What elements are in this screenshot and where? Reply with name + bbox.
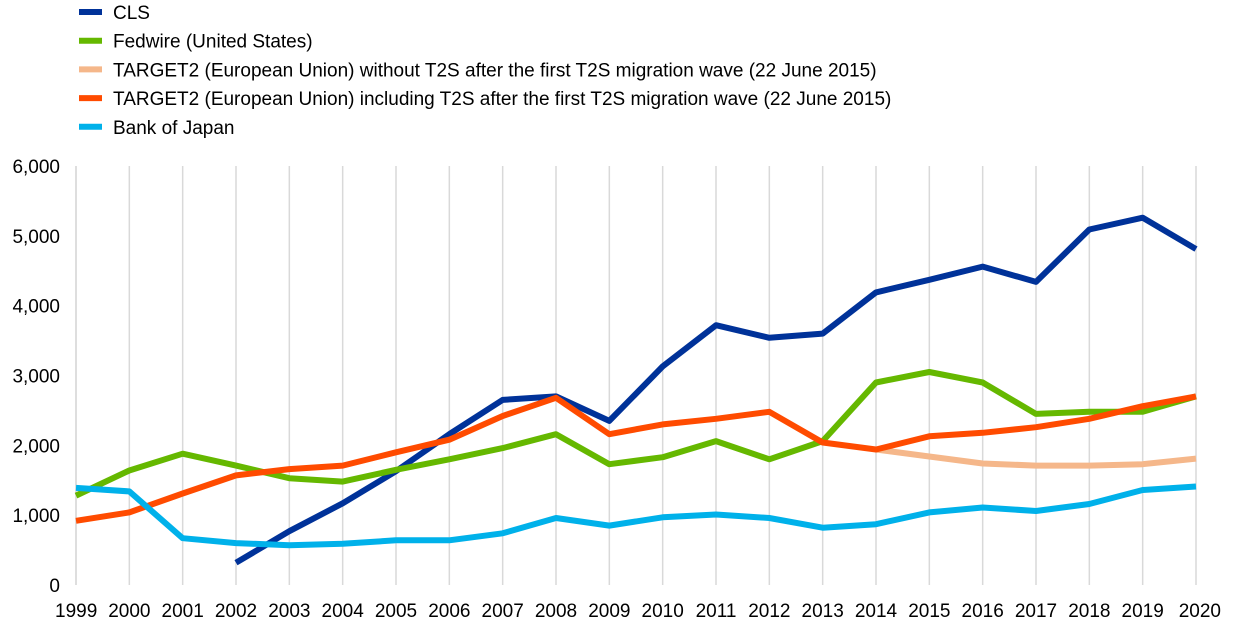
legend-label: Bank of Japan [113,118,234,139]
x-tick-label: 2015 [908,601,950,622]
legend-label: CLS [113,3,150,24]
y-tick-label: 0 [49,576,60,597]
x-tick-label: 2002 [215,601,257,622]
x-tick-label: 1999 [55,601,97,622]
legend-label: TARGET2 (European Union) without T2S aft… [113,60,877,81]
x-tick-label: 2003 [268,601,310,622]
series-lines [76,218,1196,563]
y-tick-label: 3,000 [12,367,60,388]
y-tick-label: 4,000 [12,297,60,318]
x-tick-label: 2000 [108,601,150,622]
x-tick-label: 2007 [482,601,524,622]
x-tick-label: 2006 [428,601,470,622]
x-tick-label: 2010 [642,601,684,622]
x-tick-label: 2009 [588,601,630,622]
x-tick-label: 2013 [802,601,844,622]
x-tick-label: 2004 [322,601,365,622]
x-tick-label: 2016 [962,601,1004,622]
x-tick-label: 2019 [1122,601,1164,622]
legend-item-1: Fedwire (United States) [79,32,313,53]
series-4 [76,486,1196,545]
x-tick-label: 2008 [535,601,577,622]
x-tick-label: 2020 [1179,601,1221,622]
legend-label: Fedwire (United States) [113,32,313,53]
legend-item-3: TARGET2 (European Union) including T2S a… [79,89,891,110]
y-tick-label: 5,000 [12,227,60,248]
legend-item-4: Bank of Japan [79,118,234,139]
x-tick-label: 2005 [375,601,417,622]
x-tick-label: 2012 [748,601,790,622]
series-line-4 [76,487,1196,546]
x-tick-label: 2018 [1068,601,1110,622]
legend: CLS Fedwire (United States) TARGET2 (Europ… [79,3,891,139]
axes: 0 1,000 2,000 3,000 4,000 5,000 6,000 1999 2000 2… [12,157,1221,622]
x-tick-label: 2011 [696,601,737,622]
x-tick-label: 2001 [162,601,204,622]
y-tick-label: 6,000 [12,157,60,178]
legend-label: TARGET2 (European Union) including T2S a… [113,89,891,110]
y-tick-label: 1,000 [12,506,60,527]
legend-item-0: CLS [79,3,150,24]
y-tick-label: 2,000 [12,436,60,457]
x-tick-label: 2014 [855,601,898,622]
legend-item-2: TARGET2 (European Union) without T2S aft… [79,60,877,81]
x-tick-label: 2017 [1015,601,1057,622]
